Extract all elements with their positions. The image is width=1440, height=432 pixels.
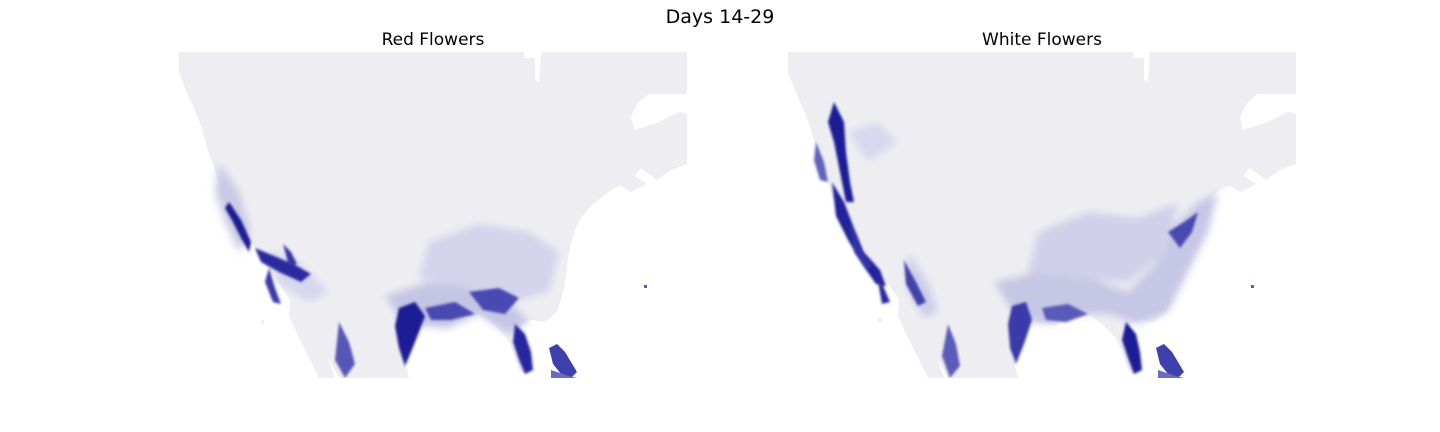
density-hotspots <box>225 202 533 378</box>
panel-title-white: White Flowers <box>982 30 1102 50</box>
density-hotspots <box>814 102 1198 378</box>
land-mass <box>788 52 1296 378</box>
density-diffuse <box>848 122 1218 324</box>
bahamas-islands <box>549 344 577 378</box>
white-flowers-density-map <box>788 52 1296 378</box>
panel-white-flowers: White Flowers <box>788 28 1296 378</box>
baja-peninsula <box>289 292 335 378</box>
baja-peninsula <box>898 292 944 378</box>
panel-red-flowers: Red Flowers <box>179 28 687 378</box>
land-mass <box>179 52 687 378</box>
red-flowers-density-map <box>179 52 687 378</box>
panel-title-red: Red Flowers <box>381 30 485 50</box>
bahamas-islands <box>1156 344 1184 378</box>
figure-title: Days 14-29 <box>665 6 775 28</box>
